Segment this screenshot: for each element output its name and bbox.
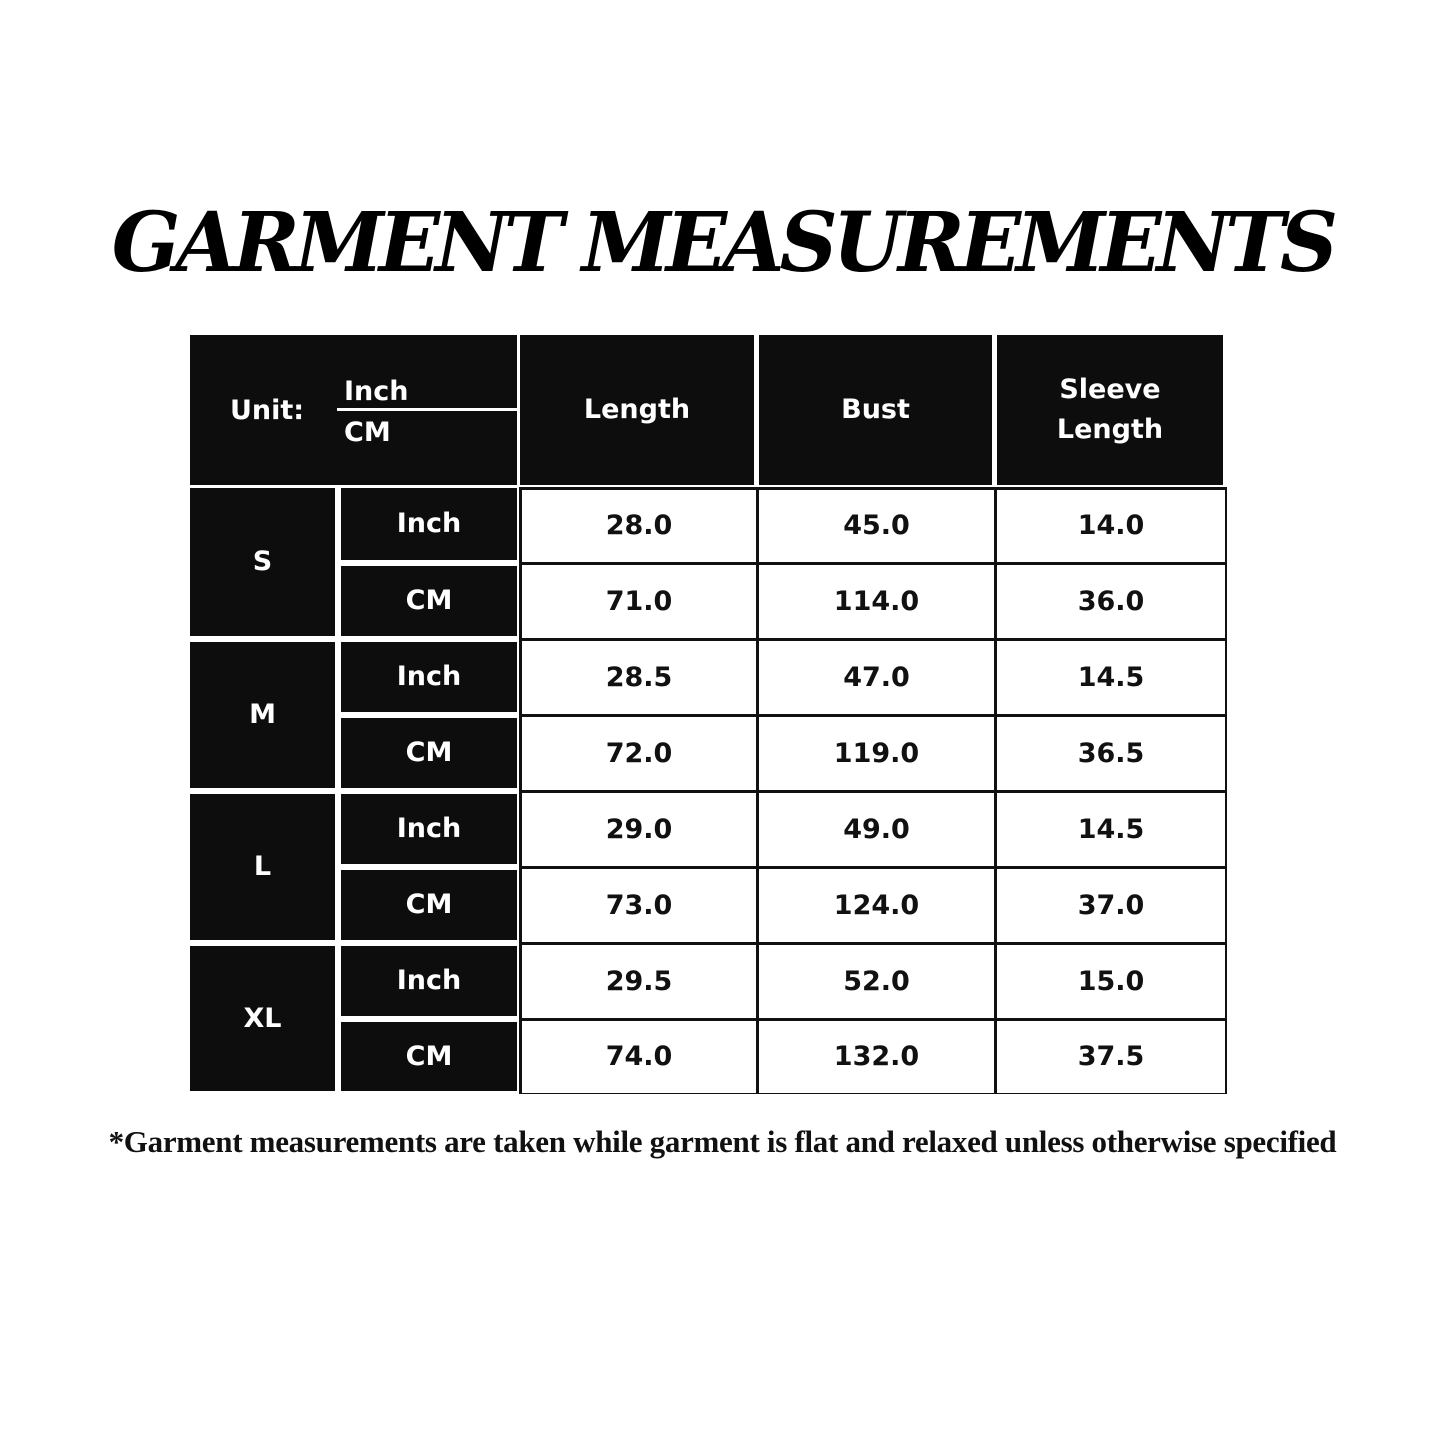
- column-header: Sleeve Length: [997, 335, 1223, 485]
- unit-label-cell: CM: [341, 1022, 517, 1091]
- unit-label-cell: Inch: [341, 488, 517, 560]
- measurement-value: 36.5: [997, 717, 1225, 790]
- measurement-value: 37.5: [997, 1021, 1225, 1093]
- unit-header-cell: Unit: Inch CM: [190, 335, 517, 485]
- unit-label: Unit:: [230, 395, 305, 426]
- measurement-value: 14.5: [997, 793, 1225, 866]
- unit-label-cell: CM: [341, 870, 517, 940]
- measurement-value: 29.0: [522, 793, 756, 866]
- measurement-value: 74.0: [522, 1021, 756, 1093]
- measurement-value: 114.0: [759, 565, 994, 638]
- unit-label-cell: Inch: [341, 794, 517, 864]
- unit-label-cell: CM: [341, 566, 517, 636]
- footnote: *Garment measurements are taken while ga…: [108, 1124, 1337, 1159]
- measurement-value: 119.0: [759, 717, 994, 790]
- measurement-value: 73.0: [522, 869, 756, 942]
- measurement-value: 29.5: [522, 945, 756, 1018]
- measurement-value: 47.0: [759, 641, 994, 714]
- column-header: Bust: [759, 335, 992, 485]
- column-header: Length: [520, 335, 754, 485]
- unit-inch-label: Inch: [344, 376, 409, 407]
- measurement-value: 72.0: [522, 717, 756, 790]
- measurement-value: 71.0: [522, 565, 756, 638]
- page-title: GARMENT MEASUREMENTS: [111, 195, 1338, 291]
- measurement-value: 14.5: [997, 641, 1225, 714]
- size-label: S: [190, 488, 335, 636]
- measurement-value: 132.0: [759, 1021, 994, 1093]
- measurement-value: 45.0: [759, 490, 994, 562]
- unit-divider: [337, 408, 517, 411]
- measurement-value: 15.0: [997, 945, 1225, 1018]
- unit-label-cell: Inch: [341, 642, 517, 712]
- size-label: L: [190, 794, 335, 940]
- unit-label-cell: CM: [341, 718, 517, 788]
- size-label: XL: [190, 946, 335, 1091]
- measurement-value: 14.0: [997, 490, 1225, 562]
- size-label: M: [190, 642, 335, 788]
- measurement-value: 124.0: [759, 869, 994, 942]
- measurement-value: 28.5: [522, 641, 756, 714]
- measurement-value: 36.0: [997, 565, 1225, 638]
- unit-cm-label: CM: [344, 417, 391, 448]
- measurement-value: 52.0: [759, 945, 994, 1018]
- measurement-value: 28.0: [522, 490, 756, 562]
- measurement-value: 49.0: [759, 793, 994, 866]
- unit-label-cell: Inch: [341, 946, 517, 1016]
- measurement-value: 37.0: [997, 869, 1225, 942]
